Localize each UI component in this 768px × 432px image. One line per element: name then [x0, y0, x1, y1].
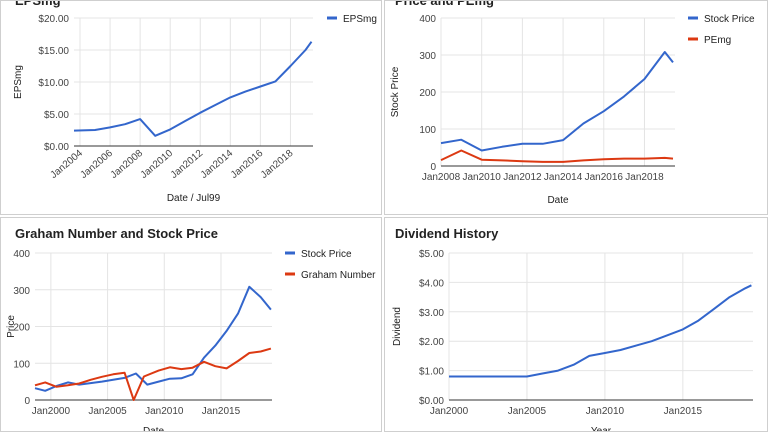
legend-label: PEmg [704, 35, 731, 46]
y-axis-title: EPSmg [13, 65, 24, 99]
y-tick-label: $15.00 [38, 46, 69, 57]
x-tick-label: Jan2010 [586, 406, 625, 417]
graham-chart-svg: Jan2000 Jan2005 Jan2010 Jan2015 0 100 200 300 40… [6, 249, 376, 431]
legend-label: Stock Price [704, 14, 755, 25]
x-tick-label: Jan2000 [32, 406, 71, 417]
x-tick-label: Jan2006 [79, 148, 116, 181]
dividend-chart-title: Dividend History [395, 226, 499, 241]
x-tick-label: Jan2000 [430, 406, 469, 417]
eps-chart-panel: EPSmg Jan2004 Jan2006 Jan2008 Jan2010 Jan201… [0, 0, 382, 215]
series-line-stock-price [34, 285, 272, 392]
x-tick-label: Jan2015 [664, 406, 703, 417]
price-pemg-chart-svg: Jan2008 Jan2010 Jan2012 Jan2014 Jan2016 Jan20… [390, 14, 755, 206]
y-tick-label: $20.00 [38, 14, 69, 25]
y-tick-label: 100 [419, 125, 436, 136]
y-tick-label: $4.00 [419, 278, 444, 289]
y-tick-label: $5.00 [44, 110, 69, 121]
x-tick-label: Jan2010 [145, 406, 184, 417]
x-tick-label: Jan2010 [139, 148, 176, 181]
y-axis-title: Dividend [392, 307, 403, 346]
x-tick-label: Jan2015 [202, 406, 241, 417]
y-axis-title: Price [6, 315, 17, 338]
x-tick-label: Jan2005 [508, 406, 547, 417]
y-tick-label: 200 [419, 88, 436, 99]
series-line-graham-number [34, 347, 272, 401]
x-tick-label: Jan2012 [503, 172, 542, 183]
y-tick-label: 0 [430, 162, 436, 173]
x-tick-label: Jan2014 [544, 172, 583, 183]
x-tick-label: Jan2016 [585, 172, 624, 183]
y-tick-label: 100 [13, 359, 30, 370]
x-axis-title: Date [143, 426, 165, 431]
y-tick-label: 300 [419, 51, 436, 62]
x-axis-title: Year [591, 426, 612, 431]
y-tick-label: 0 [24, 396, 30, 407]
graham-chart-panel: Graham Number and Stock Price Jan2000 Jan… [0, 217, 382, 432]
series-line-pemg [440, 149, 674, 163]
x-tick-label: Jan2008 [422, 172, 461, 183]
y-tick-label: $10.00 [38, 78, 69, 89]
y-tick-label: $5.00 [419, 249, 444, 260]
y-tick-label: 200 [13, 323, 30, 334]
x-tick-label: Jan2008 [109, 148, 146, 181]
y-tick-label: 400 [419, 14, 436, 25]
eps-chart-svg: Jan2004Jan2006Jan2008Jan2010Jan2012Jan20… [13, 14, 377, 204]
series-line-dividend [449, 284, 752, 378]
eps-chart-title: EPSmg [15, 0, 61, 8]
x-axis-title: Date / Jul99 [167, 193, 221, 204]
y-tick-label: $3.00 [419, 308, 444, 319]
x-axis-title: Date [547, 195, 569, 206]
x-tick-label: Jan2014 [199, 148, 236, 181]
series-line-epsmg [73, 41, 313, 137]
graham-chart-title: Graham Number and Stock Price [15, 226, 219, 241]
y-tick-label: 400 [13, 249, 30, 260]
legend-label: Stock Price [301, 249, 352, 260]
series-line-stock-price [440, 51, 674, 152]
legend-label: EPSmg [343, 14, 377, 25]
x-tick-label: Jan2010 [463, 172, 502, 183]
x-tick-label: Jan2016 [229, 148, 266, 181]
y-tick-label: 300 [13, 286, 30, 297]
price-pemg-chart-panel: Price and PEmg Jan2008 Jan2010 Jan2012 Jan2… [384, 0, 768, 215]
y-tick-label: $0.00 [44, 142, 69, 153]
legend-label: Graham Number [301, 270, 376, 281]
dividend-chart-panel: Dividend History Jan2000 Jan2005 Jan2010 Ja… [384, 217, 768, 432]
y-tick-label: $2.00 [419, 337, 444, 348]
x-tick-label: Jan2012 [169, 148, 206, 181]
dividend-chart-svg: Jan2000 Jan2005 Jan2010 Jan2015 $0.00 $1.00 $2… [392, 249, 753, 431]
y-tick-label: $0.00 [419, 396, 444, 407]
y-tick-label: $1.00 [419, 367, 444, 378]
price-pemg-chart-title: Price and PEmg [395, 0, 494, 8]
y-axis-title: Stock Price [390, 66, 401, 117]
x-tick-label: Jan2018 [259, 148, 296, 181]
x-tick-label: Jan2005 [88, 406, 127, 417]
x-tick-label: Jan2018 [625, 172, 664, 183]
